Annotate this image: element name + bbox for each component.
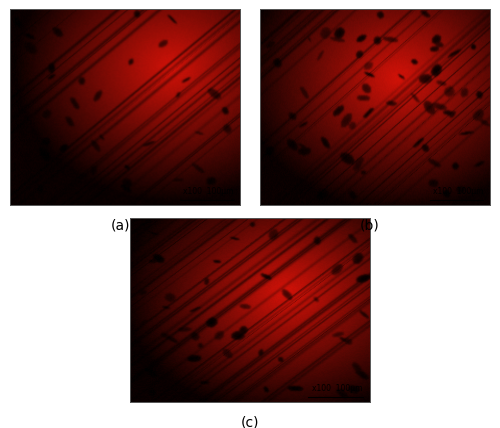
Text: x100  100μm: x100 100μm	[432, 187, 483, 196]
Text: (b): (b)	[360, 218, 380, 232]
Text: x100  100μm: x100 100μm	[182, 187, 233, 196]
Text: x100  100μm: x100 100μm	[312, 384, 363, 393]
Text: (c): (c)	[241, 415, 259, 428]
Text: (a): (a)	[110, 218, 130, 232]
